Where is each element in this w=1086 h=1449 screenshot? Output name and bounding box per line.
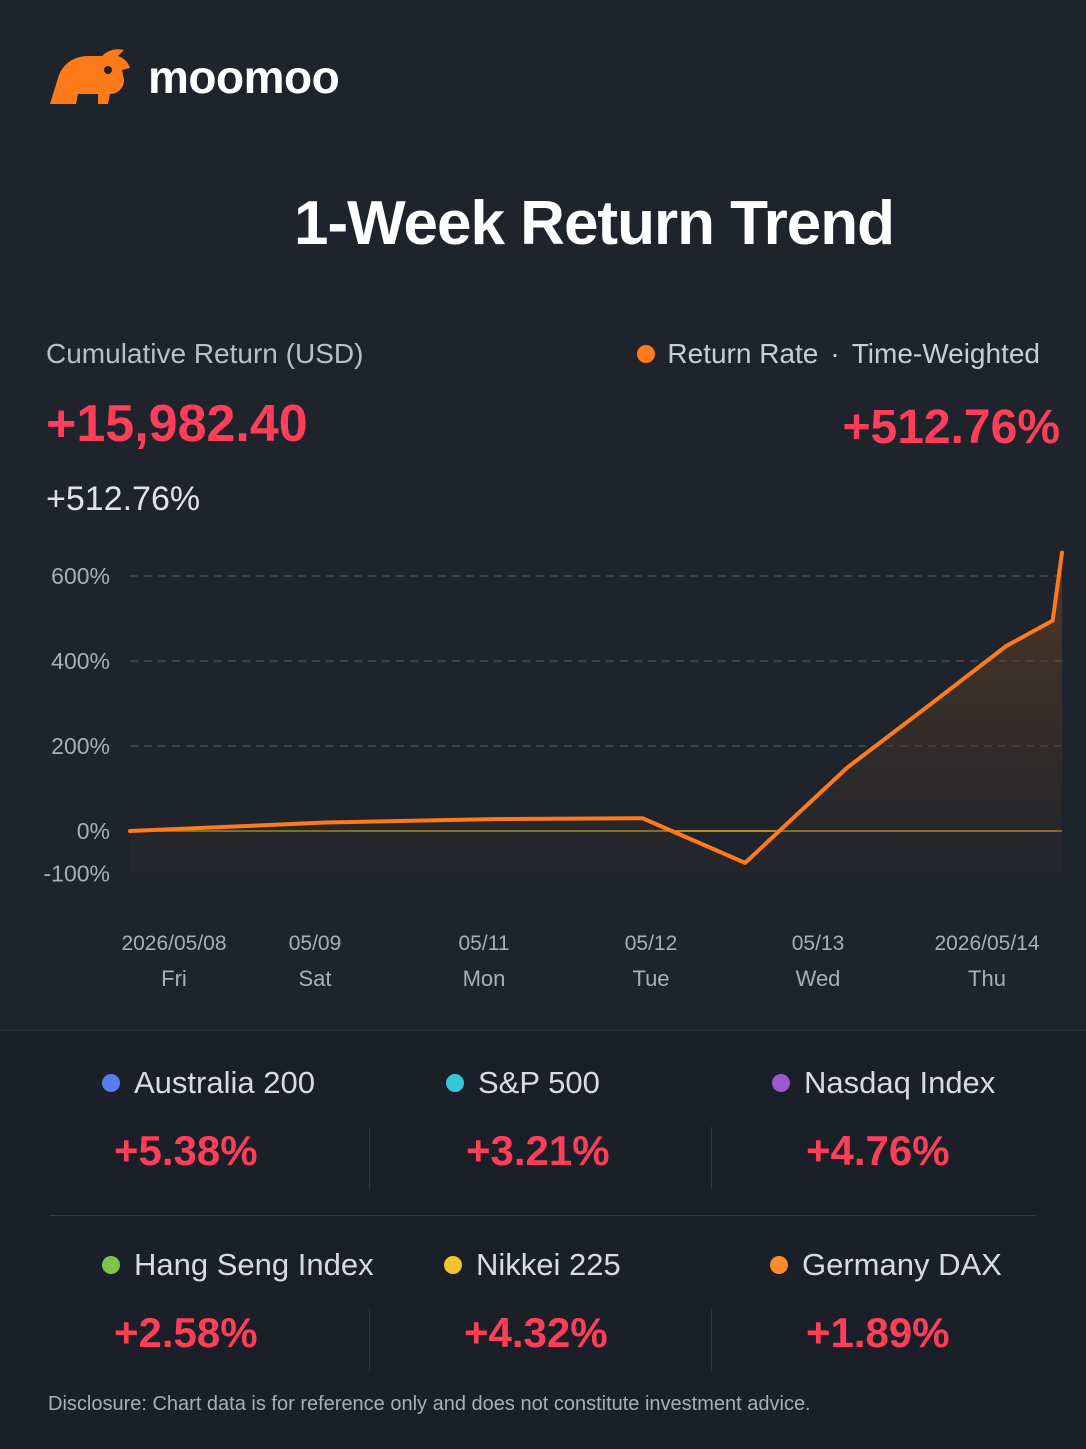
return-rate-line xyxy=(128,550,1064,865)
index-value: +4.76% xyxy=(806,1127,950,1174)
y-tick-label: -100% xyxy=(44,861,110,887)
x-tick-day: Fri xyxy=(161,966,187,991)
index-dot-icon xyxy=(770,1256,788,1274)
index-panel: Australia 200 +5.38% S&P 500 +3.21% Nasd… xyxy=(0,1030,1086,1449)
index-name: Hang Seng Index xyxy=(102,1247,374,1283)
brand-name: moomoo xyxy=(148,51,340,103)
index-dot-icon xyxy=(446,1074,464,1092)
index-name: S&P 500 xyxy=(446,1065,600,1101)
y-tick-label: 200% xyxy=(51,733,110,759)
index-card: Nikkei 225 +4.32% xyxy=(346,1241,686,1391)
index-row: Australia 200 +5.38% S&P 500 +3.21% Nasd… xyxy=(0,1059,1086,1209)
bull-icon xyxy=(50,49,130,104)
divider xyxy=(711,1127,712,1189)
index-label: Nasdaq Index xyxy=(804,1065,996,1100)
area-fill xyxy=(130,552,1062,874)
legend-label: Return Rate xyxy=(667,338,819,369)
index-card: Australia 200 +5.38% xyxy=(0,1059,340,1209)
x-tick-date: 05/13 xyxy=(792,932,845,955)
x-tick-date: 2026/05/08 xyxy=(121,932,226,955)
index-value: +4.32% xyxy=(464,1309,608,1356)
index-row: Hang Seng Index +2.58% Nikkei 225 +4.32%… xyxy=(0,1241,1086,1391)
index-dot-icon xyxy=(444,1256,462,1274)
index-value: +5.38% xyxy=(114,1127,258,1174)
index-label: Germany DAX xyxy=(802,1247,1002,1282)
index-value: +1.89% xyxy=(806,1309,950,1356)
return-card: moomoo 1-Week Return Trend Cumulative Re… xyxy=(0,44,1086,991)
x-tick-date: 05/09 xyxy=(289,932,342,955)
y-tick-label: 0% xyxy=(77,818,110,844)
index-label: Nikkei 225 xyxy=(476,1247,621,1282)
chart-legend: Return Rate · Time-Weighted xyxy=(637,338,1040,370)
x-tick-date: 05/12 xyxy=(625,932,678,955)
index-name: Australia 200 xyxy=(102,1065,315,1101)
x-tick-day: Thu xyxy=(968,966,1006,991)
legend-separator: · xyxy=(830,338,840,369)
index-label: Hang Seng Index xyxy=(134,1247,374,1282)
divider xyxy=(711,1309,712,1371)
return-rate-value: +512.76% xyxy=(842,401,1060,454)
cumulative-return-percent: +512.76% xyxy=(46,480,201,518)
disclosure-text: Disclosure: Chart data is for reference … xyxy=(48,1393,811,1415)
divider xyxy=(369,1309,370,1371)
return-chart: 600% 400% 200% 0% -100% 2026/05/08 Fri 05/09 Sa… xyxy=(44,550,1064,991)
brand: moomoo xyxy=(44,44,340,110)
x-tick-day: Tue xyxy=(632,966,669,991)
index-label: S&P 500 xyxy=(478,1065,600,1100)
index-name: Nasdaq Index xyxy=(772,1065,995,1101)
y-tick-label: 600% xyxy=(51,563,110,589)
index-card: S&P 500 +3.21% xyxy=(346,1059,686,1209)
y-tick-label: 400% xyxy=(51,648,110,674)
index-label: Australia 200 xyxy=(134,1065,315,1100)
index-name: Nikkei 225 xyxy=(444,1247,621,1283)
index-value: +3.21% xyxy=(466,1127,610,1174)
index-value: +2.58% xyxy=(114,1309,258,1356)
cumulative-return-label: Cumulative Return (USD) xyxy=(46,338,364,369)
cumulative-return-value: +15,982.40 xyxy=(46,395,308,453)
divider xyxy=(369,1127,370,1189)
x-tick-day: Sat xyxy=(298,966,331,991)
index-card: Germany DAX +1.89% xyxy=(720,1241,1060,1391)
index-dot-icon xyxy=(772,1074,790,1092)
index-card: Hang Seng Index +2.58% xyxy=(0,1241,374,1391)
index-name: Germany DAX xyxy=(770,1247,1002,1283)
index-card: Nasdaq Index +4.76% xyxy=(720,1059,1060,1209)
page-title-text: 1-Week Return Trend xyxy=(293,189,895,258)
x-tick-date: 2026/05/14 xyxy=(934,932,1039,955)
page-title: 1-Week Return Trend xyxy=(0,188,1086,259)
x-tick-date: 05/11 xyxy=(459,932,510,955)
legend-mode: Time-Weighted xyxy=(851,338,1040,369)
x-tick-day: Mon xyxy=(463,966,506,991)
index-dot-icon xyxy=(102,1256,120,1274)
x-tick-day: Wed xyxy=(796,966,841,991)
divider xyxy=(50,1215,1036,1216)
index-dot-icon xyxy=(102,1074,120,1092)
legend-dot-icon xyxy=(637,345,656,363)
